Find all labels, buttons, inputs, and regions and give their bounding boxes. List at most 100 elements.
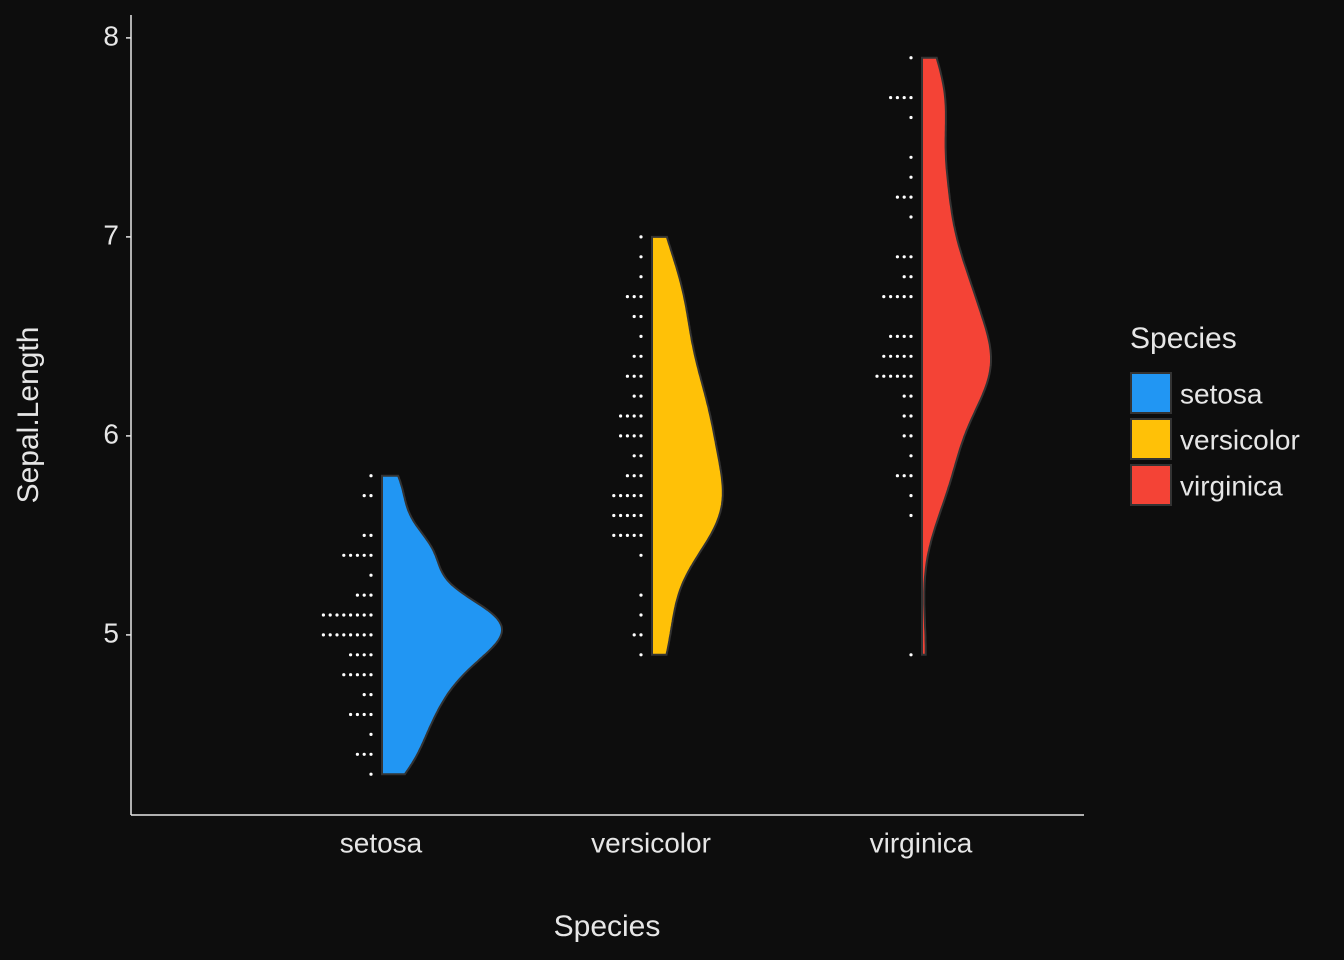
dot	[882, 374, 886, 378]
dot	[902, 275, 906, 279]
dot	[349, 633, 353, 637]
dot	[895, 334, 900, 338]
dot	[895, 195, 900, 199]
dot	[639, 434, 643, 438]
dot	[909, 215, 913, 219]
y-axis-title: Sepal.Length	[12, 327, 45, 504]
dot	[362, 693, 366, 697]
dot	[632, 454, 636, 458]
dot	[632, 434, 636, 438]
dot	[909, 195, 913, 199]
dot	[639, 653, 643, 657]
dot	[355, 752, 359, 756]
dot	[639, 414, 643, 418]
dot	[632, 414, 636, 418]
dot	[902, 354, 906, 358]
dot	[321, 613, 325, 617]
dot	[909, 414, 913, 418]
dot	[362, 752, 366, 756]
dot	[369, 613, 373, 617]
legend-title: Species	[1130, 322, 1237, 355]
dot	[632, 374, 636, 378]
dot	[909, 255, 913, 259]
x-axis-title: Species	[554, 910, 661, 943]
dot	[909, 354, 913, 358]
y-tick-label: 6	[103, 418, 119, 449]
dot	[612, 493, 616, 498]
dot	[909, 175, 913, 179]
dot	[362, 553, 366, 557]
dot	[909, 95, 913, 100]
dot	[355, 712, 359, 717]
dot	[909, 474, 913, 478]
dot	[362, 593, 366, 597]
dot	[902, 255, 906, 259]
dot	[369, 474, 373, 478]
dot	[639, 593, 643, 597]
dot	[909, 493, 913, 498]
dot	[902, 334, 906, 338]
dot	[349, 712, 353, 717]
dot	[619, 414, 623, 418]
dot	[625, 474, 630, 478]
dot	[639, 533, 643, 537]
dot	[632, 513, 636, 518]
dot	[895, 374, 900, 378]
dot	[349, 673, 353, 677]
dot	[639, 314, 643, 319]
dot	[909, 374, 913, 378]
dot	[909, 513, 913, 518]
dot	[902, 414, 906, 418]
dot	[902, 95, 906, 100]
dot	[639, 374, 643, 378]
dot	[639, 474, 643, 478]
dot	[369, 533, 373, 537]
dot	[619, 434, 623, 438]
dot	[342, 673, 346, 677]
dot	[328, 613, 332, 617]
legend-label: setosa	[1180, 378, 1263, 409]
dot	[369, 493, 373, 498]
dot	[902, 374, 906, 378]
dot	[612, 533, 616, 537]
dot	[625, 493, 630, 498]
dot	[632, 294, 636, 299]
dot	[355, 553, 359, 557]
dot	[369, 712, 373, 717]
legend-label: versicolor	[1180, 424, 1300, 455]
dot	[909, 454, 913, 458]
dot	[362, 673, 366, 677]
dot	[639, 275, 643, 279]
dot	[639, 454, 643, 458]
dot	[909, 653, 913, 657]
dot	[369, 673, 373, 677]
dot	[639, 235, 643, 239]
dot	[349, 553, 353, 557]
dot	[369, 633, 373, 637]
dot	[362, 653, 366, 657]
dot	[625, 414, 630, 418]
legend-key	[1130, 372, 1172, 414]
dot	[369, 653, 373, 657]
dot	[902, 434, 906, 438]
dot	[369, 772, 373, 776]
x-tick-label: virginica	[870, 827, 973, 858]
dot	[902, 474, 906, 478]
violin	[651, 235, 724, 656]
dot	[625, 513, 630, 518]
dot	[619, 533, 623, 537]
dot	[895, 255, 900, 259]
dot	[902, 195, 906, 199]
dot	[369, 553, 373, 557]
dot	[321, 633, 325, 637]
dot	[625, 374, 630, 378]
dot	[362, 493, 366, 498]
dot	[889, 374, 893, 378]
dot	[889, 354, 893, 358]
dot	[362, 613, 366, 617]
dot	[349, 613, 353, 617]
dot	[639, 334, 643, 338]
y-tick-label: 7	[103, 219, 119, 250]
violin	[921, 56, 992, 656]
